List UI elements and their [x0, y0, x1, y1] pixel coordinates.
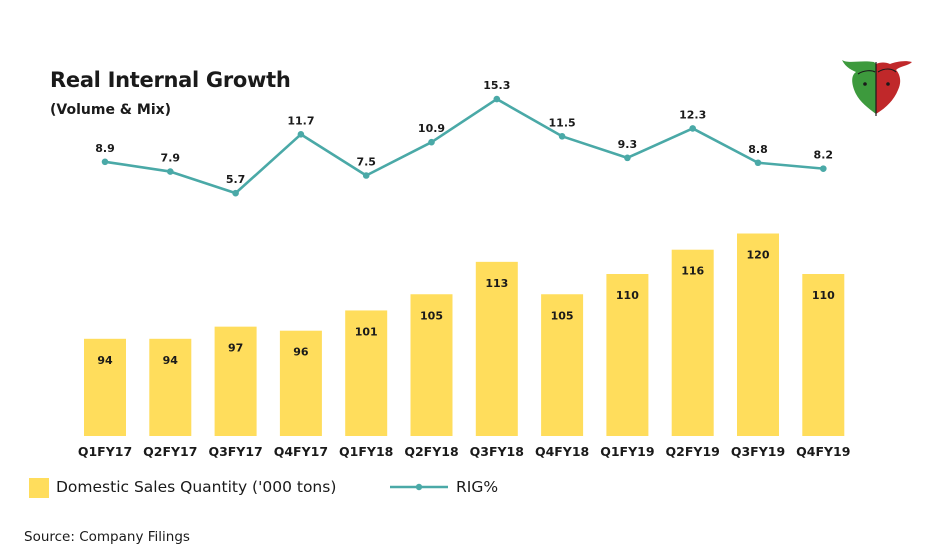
rig-value-label: 15.3	[483, 79, 510, 92]
legend-line-label: RIG%	[456, 478, 499, 496]
rig-value-label: 7.5	[356, 156, 376, 169]
rig-value-label: 11.5	[549, 116, 576, 129]
bar	[279, 330, 322, 436]
rig-value-label: 10.9	[418, 122, 445, 135]
legend-bar-label: Domestic Sales Quantity ('000 tons)	[56, 478, 337, 496]
x-tick-label: Q4FY19	[796, 444, 850, 459]
x-tick-label: Q4FY17	[274, 444, 328, 459]
bar-value-label: 97	[228, 342, 243, 355]
rig-value-label: 8.8	[748, 143, 768, 156]
rig-point	[558, 133, 566, 140]
x-tick-label: Q3FY17	[208, 444, 262, 459]
bar-value-label: 101	[355, 325, 378, 338]
rig-value-label: 8.2	[814, 149, 834, 162]
rig-point	[232, 189, 239, 197]
x-tick-label: Q1FY19	[600, 444, 654, 459]
rig-value-label: 11.7	[287, 114, 314, 127]
bar	[671, 249, 714, 436]
rig-point	[428, 138, 435, 146]
x-tick-label: Q4FY18	[535, 444, 589, 459]
x-tick-label: Q2FY18	[404, 444, 458, 459]
legend-bar-swatch	[29, 478, 49, 498]
bar-value-label: 94	[163, 354, 179, 367]
bar-value-label: 120	[747, 249, 770, 262]
bar	[541, 294, 584, 436]
x-tick-label: Q2FY19	[666, 444, 720, 459]
x-tick-label: Q1FY18	[339, 444, 393, 459]
chart-plot: 94 Q1FY17 94 Q2FY17 97 Q3FY17 96 Q4FY17 101 Q1FY1…	[78, 79, 851, 459]
source-note: Source: Company Filings	[24, 529, 190, 545]
rig-point	[493, 95, 501, 103]
bar	[84, 338, 126, 436]
rig-point	[820, 165, 827, 172]
x-tick-label: Q1FY17	[78, 444, 132, 459]
chart-title: Real Internal Growth	[50, 68, 291, 92]
legend-line-swatch	[390, 483, 448, 491]
rig-point	[101, 158, 109, 166]
bar	[410, 294, 453, 436]
bar	[606, 274, 649, 436]
bar	[149, 338, 192, 436]
bull-bear-logo-icon	[842, 60, 912, 116]
rig-point	[754, 159, 762, 167]
rig-line	[104, 97, 824, 195]
rig-point	[167, 168, 174, 175]
chart-subtitle: (Volume & Mix)	[50, 102, 172, 118]
bar-value-label: 94	[97, 354, 113, 367]
bar	[475, 261, 518, 436]
rig-value-label: 8.9	[95, 142, 115, 155]
x-tick-label: Q3FY19	[731, 444, 785, 459]
bar	[737, 233, 779, 436]
bar-value-label: 116	[681, 265, 704, 278]
x-tick-label: Q2FY17	[143, 444, 197, 459]
rig-value-label: 7.9	[161, 152, 181, 165]
bar-value-label: 110	[812, 289, 835, 302]
rig-point	[624, 154, 631, 162]
bar-value-label: 105	[551, 309, 574, 322]
x-tick-label: Q3FY18	[470, 444, 524, 459]
bar-value-label: 113	[485, 277, 508, 290]
bar	[214, 326, 257, 436]
rig-point	[362, 172, 370, 179]
bar	[802, 274, 845, 436]
rig-point	[297, 131, 305, 138]
rig-point	[689, 125, 696, 132]
rig-value-label: 5.7	[226, 173, 246, 186]
bar-value-label: 110	[616, 289, 639, 302]
bar-value-label: 105	[420, 309, 443, 322]
rig-value-label: 9.3	[618, 138, 638, 151]
bar-value-label: 96	[293, 346, 309, 359]
bar	[345, 310, 388, 436]
rig-value-label: 12.3	[679, 108, 706, 121]
